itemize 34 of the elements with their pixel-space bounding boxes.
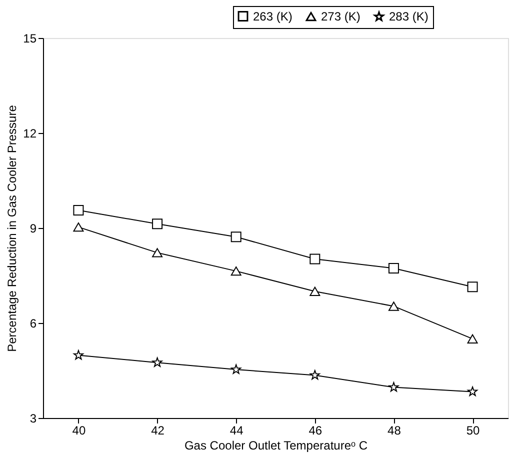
x-tick-label: 40: [72, 424, 86, 438]
point: [467, 282, 478, 292]
y-tick-label: 9: [30, 222, 37, 236]
y-tick-label: 12: [23, 126, 37, 140]
point: [468, 386, 478, 396]
point: [310, 370, 320, 380]
y-tick-label: 6: [30, 316, 37, 330]
point: [310, 286, 320, 296]
y-axis-title: Percentage Reduction in Gas Cooler Pressure: [5, 104, 20, 352]
point: [152, 357, 162, 367]
x-tick-label: 50: [466, 424, 480, 438]
legend-label: 273 (K): [321, 10, 360, 24]
point: [73, 350, 84, 360]
y-tick-label: 15: [23, 32, 37, 46]
x-tick-label: 46: [308, 424, 322, 438]
x-tick-label: 44: [230, 424, 244, 438]
legend-label: 263 (K): [253, 9, 292, 24]
point: [230, 266, 242, 276]
x-tick-label: 42: [151, 424, 165, 438]
y-tick-label: 3: [30, 412, 37, 426]
point: [73, 222, 84, 232]
point: [310, 254, 320, 264]
point: [467, 334, 478, 344]
point: [230, 232, 242, 242]
x-tick-label: 48: [388, 424, 402, 438]
point: [388, 382, 399, 392]
x-axis-title: Gas Cooler Outlet Temperatureᵒ C: [184, 438, 368, 452]
point: [152, 218, 163, 230]
legend-label: 283 (K): [389, 10, 428, 24]
point: [388, 302, 399, 311]
point: [231, 364, 242, 374]
point: [73, 205, 84, 216]
point: [388, 262, 399, 274]
point: [152, 248, 163, 258]
